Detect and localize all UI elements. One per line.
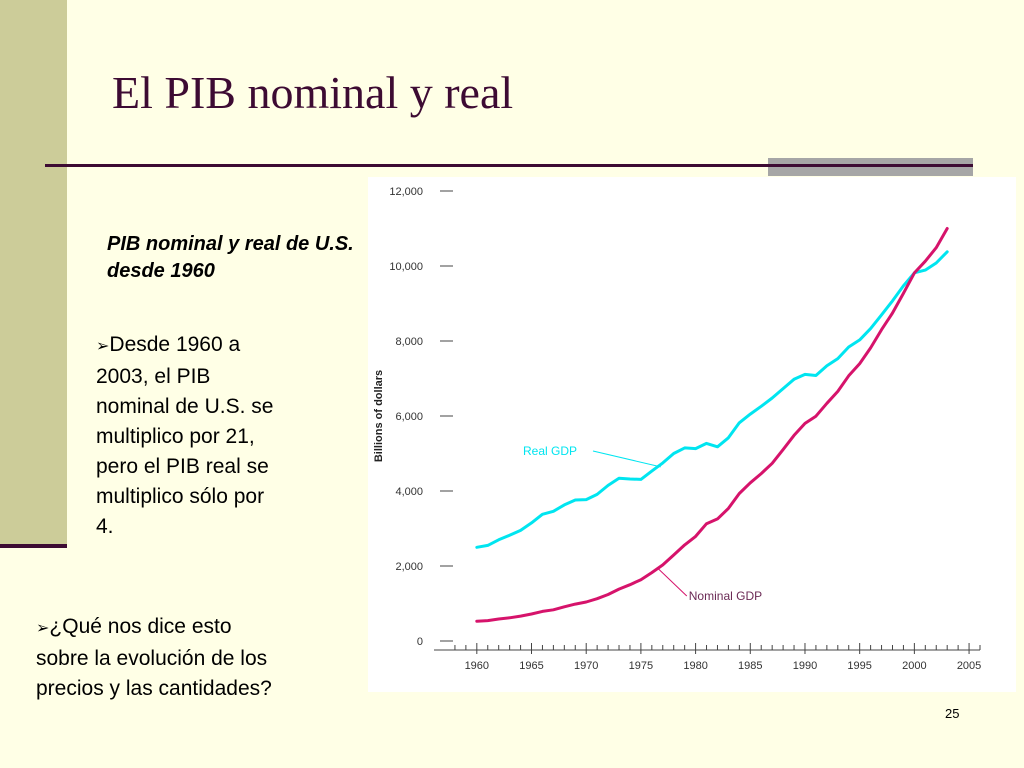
gdp-chart-panel: 0 2,000 4,000 6,000 8,000 10,000 12,000 Billion…	[368, 177, 1016, 692]
y-tick-label: 2,000	[395, 561, 423, 573]
y-tick-label: 12,000	[389, 186, 423, 198]
bullet-gdp-growth-text: Desde 1960 a 2003, el PIB nominal de U.S…	[96, 333, 274, 538]
x-tick-label: 2005	[957, 660, 981, 672]
x-tick-label: 1975	[629, 660, 653, 672]
x-tick-label: 2000	[902, 660, 926, 672]
bullet-question-text: ¿Qué nos dice esto sobre la evolución de…	[36, 615, 272, 700]
slide-title: El PIB nominal y real	[112, 67, 514, 118]
page-number: 25	[945, 706, 960, 721]
chart-caption: PIB nominal y real de U.S. desde 1960	[107, 233, 354, 282]
arrow-bullet-icon: ➢	[36, 620, 50, 637]
arrow-bullet-icon: ➢	[96, 338, 110, 355]
y-axis-label: Billions of dollars	[373, 370, 385, 462]
title-rule-accent	[768, 158, 973, 176]
real-gdp-line	[475, 250, 949, 549]
y-tick-label: 4,000	[395, 486, 423, 498]
nominal-gdp-leader-line	[658, 568, 688, 597]
y-tick-label: 6,000	[395, 411, 423, 423]
y-tick-label: 8,000	[395, 336, 423, 348]
x-tick-label: 1980	[683, 660, 707, 672]
nominal-gdp-line	[475, 227, 949, 623]
left-band-underline	[0, 544, 67, 548]
gdp-line-chart: 0 2,000 4,000 6,000 8,000 10,000 12,000 Billion…	[373, 186, 981, 672]
real-gdp-annotation: Real GDP	[523, 444, 577, 458]
y-tick-label: 0	[417, 636, 423, 648]
bullet-gdp-growth: ➢Desde 1960 a 2003, el PIB nominal de U.…	[96, 330, 286, 542]
y-tick-label: 10,000	[389, 261, 423, 273]
x-tick-label: 1985	[738, 660, 762, 672]
x-tick-label: 1970	[574, 660, 598, 672]
x-tick-label: 1965	[519, 660, 543, 672]
nominal-gdp-annotation: Nominal GDP	[689, 589, 762, 603]
bullet-question: ➢¿Qué nos dice esto sobre la evolución d…	[36, 612, 276, 704]
x-tick-label: 1960	[465, 660, 489, 672]
real-gdp-leader-line	[592, 450, 661, 468]
title-rule	[45, 164, 973, 167]
left-decorative-band	[0, 0, 67, 545]
x-tick-label: 1995	[847, 660, 871, 672]
x-tick-label: 1990	[793, 660, 817, 672]
